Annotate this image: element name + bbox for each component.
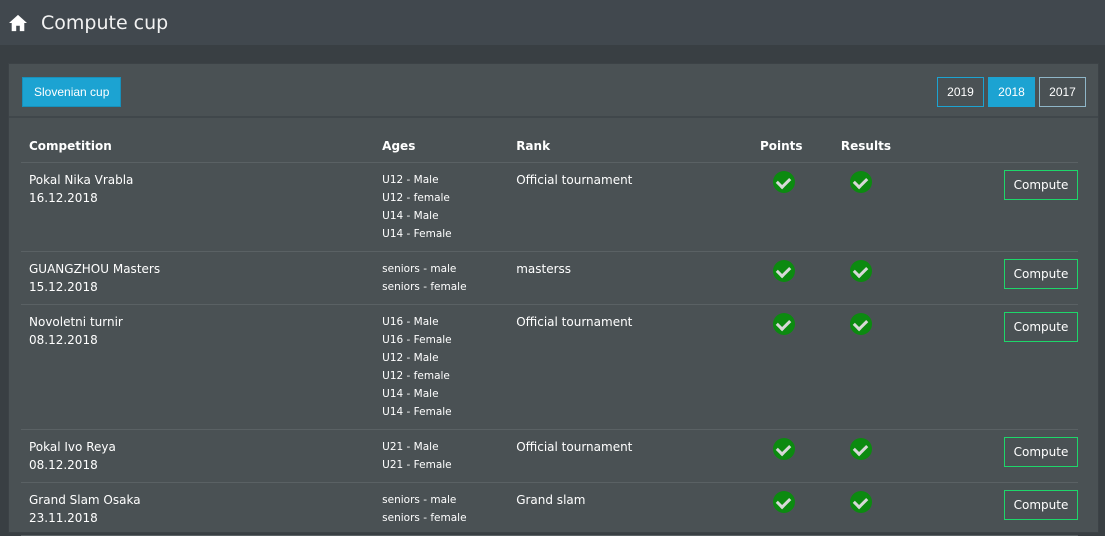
points-check-icon [772, 437, 795, 460]
cup-selector-button[interactable]: Slovenian cup [22, 77, 122, 107]
age-category: U16 - Male [382, 315, 439, 328]
age-category: U16 - Female [382, 333, 452, 346]
competition-rank: Official tournament [508, 304, 752, 430]
col-ages: Ages [374, 130, 509, 163]
results-check-icon [849, 259, 872, 282]
competition-name: Grand Slam Osaka [29, 492, 141, 507]
age-category: U12 - Male [382, 351, 439, 364]
results-check-icon [849, 490, 872, 513]
year-2019-button[interactable]: 2019 [937, 77, 984, 107]
page-header: Compute cup [0, 0, 1105, 45]
col-rank: Rank [508, 130, 752, 163]
table-row: Novoletni turnir 08.12.2018 U16 - Male U16… [21, 304, 1078, 430]
age-category: seniors - male [382, 262, 457, 275]
competition-date: 08.12.2018 [29, 457, 98, 472]
col-competition: Competition [21, 130, 375, 163]
results-check-icon [849, 437, 872, 460]
points-check-icon [772, 312, 795, 335]
table-row: Grand Slam Osaka 23.11.2018 seniors - mal… [21, 482, 1078, 536]
competition-date: 16.12.2018 [29, 190, 98, 205]
competition-name: Novoletni turnir [29, 314, 123, 329]
age-category: seniors - male [382, 493, 457, 506]
age-category: U14 - Female [382, 405, 452, 418]
age-category: U12 - Male [382, 173, 439, 186]
col-actions [949, 130, 1078, 163]
results-check-icon [849, 170, 872, 193]
compute-button[interactable]: Compute [1004, 169, 1078, 200]
competition-rank: Grand slam [508, 482, 752, 536]
compute-button[interactable]: Compute [1004, 311, 1078, 342]
compute-button[interactable]: Compute [1004, 489, 1078, 520]
competition-date: 08.12.2018 [29, 332, 98, 347]
competition-rank: Official tournament [508, 429, 752, 483]
age-category: U21 - Female [382, 458, 452, 471]
competition-name: Pokal Ivo Reya [29, 439, 116, 454]
table-row: Pokal Ivo Reya 08.12.2018 U21 - Male U21 -… [21, 429, 1078, 483]
age-category: U14 - Female [382, 227, 452, 240]
table-row: GUANGZHOU Masters 15.12.2018 seniors - ma… [21, 251, 1078, 305]
competition-rank: Official tournament [508, 162, 752, 252]
page-title: Compute cup [41, 11, 169, 34]
age-category: U12 - female [382, 369, 450, 382]
age-category: U14 - Male [382, 209, 439, 222]
col-points: Points [751, 130, 833, 163]
year-selector: 2019 2018 2017 [937, 77, 1086, 107]
competitions-table: Competition Ages Rank Points Results Pok… [21, 130, 1078, 536]
points-check-icon [772, 170, 795, 193]
col-results: Results [832, 130, 949, 163]
age-category: seniors - female [382, 280, 467, 293]
competition-rank: masterss [508, 251, 752, 305]
results-check-icon [849, 312, 872, 335]
age-category: seniors - female [382, 511, 467, 524]
competition-date: 15.12.2018 [29, 279, 98, 294]
compute-button[interactable]: Compute [1004, 258, 1078, 289]
year-2018-button[interactable]: 2018 [988, 77, 1035, 107]
competition-date: 23.11.2018 [29, 510, 98, 525]
cup-panel: Slovenian cup 2019 2018 2017 Competition… [8, 63, 1099, 536]
points-check-icon [772, 490, 795, 513]
home-icon[interactable] [9, 14, 27, 32]
points-check-icon [772, 259, 795, 282]
toolbar: Slovenian cup 2019 2018 2017 [9, 64, 1098, 118]
compute-button[interactable]: Compute [1004, 436, 1078, 467]
age-category: U14 - Male [382, 387, 439, 400]
age-category: U12 - female [382, 191, 450, 204]
age-category: U21 - Male [382, 440, 439, 453]
competition-name: Pokal Nika Vrabla [29, 172, 134, 187]
year-2017-button[interactable]: 2017 [1039, 77, 1086, 107]
competition-name: GUANGZHOU Masters [29, 261, 161, 276]
table-row: Pokal Nika Vrabla 16.12.2018 U12 - Male U1… [21, 162, 1078, 252]
